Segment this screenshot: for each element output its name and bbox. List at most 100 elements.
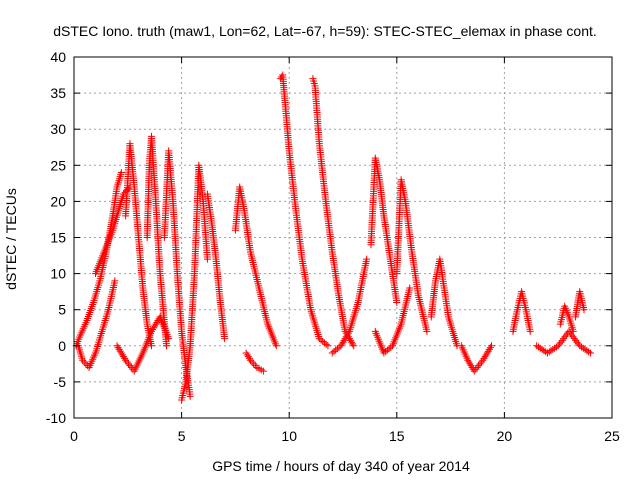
data-point [534,343,542,351]
data-point [586,349,594,357]
chart-title: dSTEC Iono. truth (maw1, Lon=62, Lat=-67… [53,23,597,39]
data-point [470,367,478,375]
data-point [574,340,582,348]
data-point [543,349,551,357]
data-point [124,185,132,193]
data-point [549,345,557,353]
data-point [382,348,390,356]
data-point [545,348,553,356]
data-point [113,342,121,350]
data-point [245,354,253,362]
data-point [344,329,352,337]
y-tick-label: 30 [50,121,66,137]
data-point [122,356,130,364]
data-point [165,335,173,343]
data-point [423,327,431,335]
data-point [342,333,350,341]
data-point [341,335,349,343]
data-point [82,360,90,368]
data-point [547,347,555,355]
y-tick-label: 15 [50,230,66,246]
data-point [119,353,127,361]
data-point [483,349,491,357]
data-point [482,351,490,359]
data-point [348,338,356,346]
data-point [328,349,336,357]
data-point [561,333,569,341]
data-point [330,348,338,356]
data-point [573,338,581,346]
y-tick-label: 35 [50,85,66,101]
data-point [556,340,564,348]
data-point [272,342,280,350]
data-point [383,346,391,354]
data-point [557,338,565,346]
data-point [472,365,480,373]
data-point [467,362,475,370]
y-tick-label: 0 [58,338,66,354]
x-tick-label: 15 [389,428,405,444]
data-point [126,362,134,370]
data-point [350,342,358,350]
data-point [552,343,560,351]
data-point [125,360,133,368]
x-tick-label: 25 [604,428,620,444]
data-point [349,340,357,348]
y-axis-label: dSTEC / TECUs [3,188,19,290]
data-point [186,392,194,400]
data-point [340,336,348,344]
data-point [585,348,593,356]
data-point [118,351,126,359]
y-tick-label: 40 [50,49,66,65]
data-point [572,336,580,344]
data-point [322,340,330,348]
data-point [317,336,325,344]
data-point [484,347,492,355]
data-point [149,326,157,334]
data-point [486,344,494,352]
data-point [465,358,473,366]
data-point [320,339,328,347]
x-tick-label: 5 [178,428,186,444]
data-point [242,349,250,357]
data-point [578,343,586,351]
data-point [338,340,346,348]
data-point [533,342,541,350]
data-point [244,353,252,361]
data-point [479,356,487,364]
data-point [147,342,155,350]
x-tick-label: 10 [281,428,297,444]
y-tick-label: 10 [50,266,66,282]
data-point [79,356,87,364]
data-point [481,353,489,361]
data-point [464,356,472,364]
y-tick-label: 5 [58,302,66,318]
data-point [339,338,347,346]
x-ticks: 0 5 10 15 20 25 [70,57,620,444]
data-point [117,169,125,177]
data-point [147,327,155,335]
data-point [526,327,534,335]
data-point [203,255,211,263]
data-point [476,360,484,368]
data-point [363,255,371,263]
data-point [332,346,340,354]
data-point [487,342,495,350]
data-point [333,345,341,353]
data-point [569,327,577,335]
data-point [243,351,251,359]
data-point [579,344,587,352]
y-tick-label: -5 [54,374,67,390]
data-point [393,298,401,306]
data-point [538,345,546,353]
data-point [114,344,122,352]
data-point [554,342,562,350]
y-ticks: -10 -5 0 5 10 15 20 25 30 35 40 [46,49,612,426]
data-point [246,356,254,364]
data-point [123,358,131,366]
data-point [250,360,258,368]
data-point [151,322,159,330]
y-tick-label: 20 [50,193,66,209]
data-point [570,335,578,343]
data-point [315,335,323,343]
